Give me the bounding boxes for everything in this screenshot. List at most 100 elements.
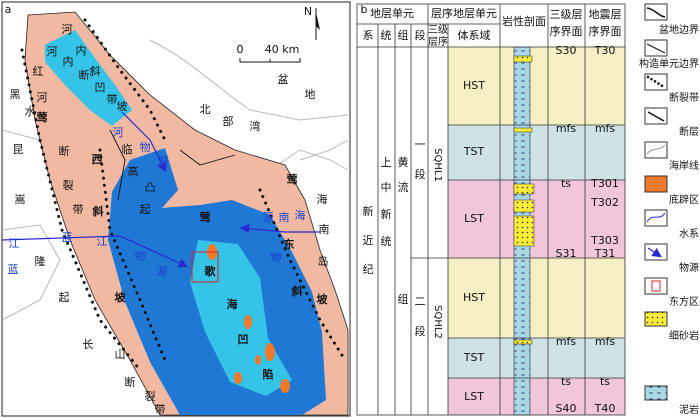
surface-label: T31 <box>594 247 616 260</box>
subheader: 三级层序 <box>428 24 448 48</box>
legend-label: 物源 <box>679 261 699 274</box>
scale-length: 40 km <box>265 43 300 56</box>
rect-shape <box>644 243 668 261</box>
rect-shape <box>513 55 533 63</box>
formation: 黄流组 <box>398 155 409 306</box>
series: 上中新统 <box>381 156 392 248</box>
systems-tract: LST <box>464 390 484 403</box>
scale-bar <box>239 58 301 63</box>
subheader: 组 <box>398 28 409 42</box>
path-shape <box>179 149 236 166</box>
surface-label: mfs <box>595 335 616 348</box>
surface-label: ts <box>561 375 571 388</box>
rect-shape <box>644 277 668 295</box>
legend-label: 断裂带 <box>669 91 699 104</box>
tract-bands <box>448 47 625 415</box>
surface-label: S31 <box>556 247 577 260</box>
legend: 盆地边界 构造单元边界 断裂带 断层 海岸线 底辟区 水系 物源 东方区 细砂岩… <box>639 3 699 416</box>
surface-label: mfs <box>595 122 616 135</box>
rect-shape <box>644 311 668 327</box>
surface-label: mfs <box>556 122 577 135</box>
subheader: 体系域 <box>458 28 491 42</box>
diapirs <box>207 244 290 393</box>
legend-label: 盆地边界 <box>659 23 699 36</box>
rect-shape <box>644 209 668 227</box>
path-shape <box>121 111 167 173</box>
rect-shape <box>448 258 625 338</box>
lithology <box>513 46 535 416</box>
provenance-arrows <box>1 111 320 268</box>
path-shape <box>20 48 142 372</box>
rect-shape <box>644 385 668 401</box>
rect-shape <box>644 175 668 193</box>
path-shape <box>1 235 189 268</box>
dongfang-area <box>191 251 219 283</box>
rect-shape <box>513 183 535 195</box>
legend-label: 细砂岩 <box>669 329 699 342</box>
surface-label: T303 <box>590 234 619 247</box>
surface-label: T301 <box>590 177 619 190</box>
rect-shape <box>513 127 533 133</box>
path-shape <box>646 144 666 155</box>
ellipse-shape <box>234 372 242 384</box>
header: 岩性剖面 <box>502 14 546 28</box>
subheader: 统 <box>381 29 392 42</box>
path-shape <box>83 18 167 142</box>
subheader: 段 <box>415 28 426 42</box>
g-shape: S30 mfs ts S31 mfs ts S40 T30 mfs T301 T… <box>556 44 619 415</box>
path-shape <box>299 139 349 161</box>
rect-shape <box>448 47 625 125</box>
panel-label: b <box>361 3 368 16</box>
header: 地震层序界面 <box>589 8 622 38</box>
path-shape <box>646 43 666 54</box>
path-shape <box>109 129 126 201</box>
surface-label: S40 <box>556 402 577 415</box>
path-shape <box>239 223 320 234</box>
path-shape <box>647 111 665 122</box>
subheader: 系 <box>363 29 374 42</box>
member: 一段 <box>415 138 426 181</box>
sequence: SQHL1 <box>432 148 443 182</box>
ellipse-shape <box>244 315 252 329</box>
systems-tract: TST <box>463 351 485 364</box>
path-shape <box>149 39 349 121</box>
rect-shape <box>356 3 626 416</box>
legend-label: 东方区 <box>669 295 699 308</box>
systems-tract: HST <box>463 79 485 92</box>
ellipse-shape <box>255 355 261 365</box>
map-panel: a N 0 40 km 河内斜坡 河内断凹带 红河断裂带 莺西斜坡 黑水 昆嵩隆… <box>1 1 351 417</box>
header: 地层单元 <box>370 7 414 20</box>
path-shape <box>316 12 320 30</box>
rect-shape <box>513 199 535 213</box>
rect-shape <box>448 125 625 180</box>
surface-label: ts <box>600 375 610 388</box>
legend-label: 构造单元边界 <box>639 57 699 70</box>
sequence: SQHL2 <box>432 305 443 339</box>
systems-tract: LST <box>464 212 484 225</box>
systems-tract: HST <box>463 291 485 304</box>
surface-label: S30 <box>556 44 577 57</box>
path-shape <box>647 247 662 258</box>
surface-label: T30 <box>594 44 616 57</box>
surface-label: ts <box>561 177 571 190</box>
hanoi-depression <box>45 30 132 126</box>
rect-shape <box>513 339 533 345</box>
table-lines <box>356 3 626 416</box>
legend-label: 海岸线 <box>669 159 699 172</box>
rect-shape <box>651 280 661 292</box>
header: 三级层序界面 <box>550 8 583 38</box>
column-panel: b 地层单元 层序地层单元 岩性剖面 三级层序界面 地震层序界面 系 统 组 段… <box>356 3 626 416</box>
systems-tract: TST <box>463 145 485 158</box>
path-shape <box>646 75 666 89</box>
path-shape <box>1 224 61 321</box>
panel-label: a <box>5 3 12 16</box>
faults <box>109 129 236 201</box>
ellipse-shape <box>265 343 275 361</box>
north-label: N <box>304 5 312 18</box>
rect-shape <box>448 180 625 258</box>
legend-label: 泥岩 <box>679 403 699 416</box>
north-arrow <box>315 8 320 40</box>
fault-zones <box>20 18 347 372</box>
member: 二段 <box>415 295 426 338</box>
